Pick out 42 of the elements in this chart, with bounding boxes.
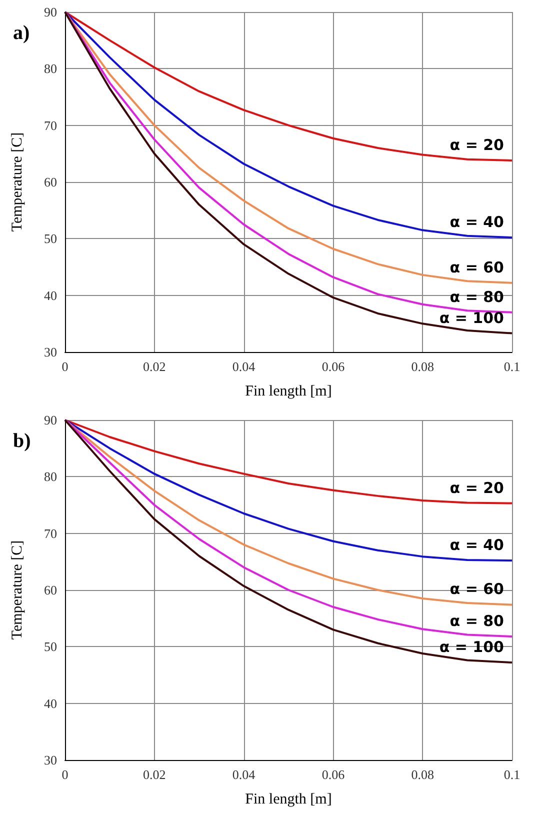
- y-axis-title: Temperature [C]: [10, 132, 26, 232]
- series-label: α = 80: [450, 612, 504, 630]
- x-tick-label: 0.02: [143, 359, 166, 374]
- y-tick-label: 90: [44, 412, 57, 428]
- x-tick-label: 0.06: [322, 359, 346, 374]
- series-label: α = 60: [450, 258, 504, 276]
- y-tick-label: 60: [44, 174, 57, 190]
- y-tick-label: 80: [44, 61, 57, 76]
- y-tick-label: 50: [44, 231, 57, 246]
- series-label: α = 20: [450, 136, 504, 154]
- y-tick-label: 30: [44, 752, 57, 768]
- y-tick-label: 70: [44, 118, 57, 133]
- y-tick-label: 80: [44, 469, 57, 484]
- series-label: α = 60: [450, 580, 504, 598]
- series-label: α = 20: [450, 478, 504, 497]
- x-tick-label: 0.06: [322, 767, 346, 782]
- x-tick-label: 0.02: [143, 767, 166, 782]
- y-axis-title: Temperature [C]: [10, 540, 26, 640]
- series-label: α = 40: [450, 213, 504, 232]
- y-tick-label: 40: [44, 288, 57, 303]
- x-tick-label: 0.04: [232, 767, 256, 782]
- y-tick-label: 40: [44, 696, 57, 711]
- y-tick-label: 30: [44, 344, 57, 360]
- series-label: α = 40: [450, 536, 504, 554]
- x-tick-label: 0: [62, 767, 68, 782]
- text: b): [13, 430, 31, 452]
- y-tick-label: 60: [44, 582, 57, 598]
- x-tick-label: 0.08: [411, 767, 434, 782]
- x-tick-label: 0.1: [504, 767, 520, 782]
- x-tick-label: 0.1: [504, 359, 520, 374]
- text: a): [13, 22, 30, 44]
- x-axis-title: Fin length [m]: [245, 792, 332, 808]
- x-tick-label: 0.04: [232, 359, 256, 374]
- y-tick-label: 50: [44, 639, 57, 654]
- series-label: α = 80: [450, 288, 504, 306]
- x-tick-label: 0.08: [411, 359, 434, 374]
- x-tick-label: 0: [62, 359, 68, 374]
- y-tick-label: 90: [44, 4, 57, 20]
- y-tick-label: 70: [44, 526, 57, 541]
- x-axis-title: Fin length [m]: [245, 384, 332, 400]
- series-label: α = 100: [439, 638, 504, 656]
- series-label: α = 100: [439, 308, 504, 327]
